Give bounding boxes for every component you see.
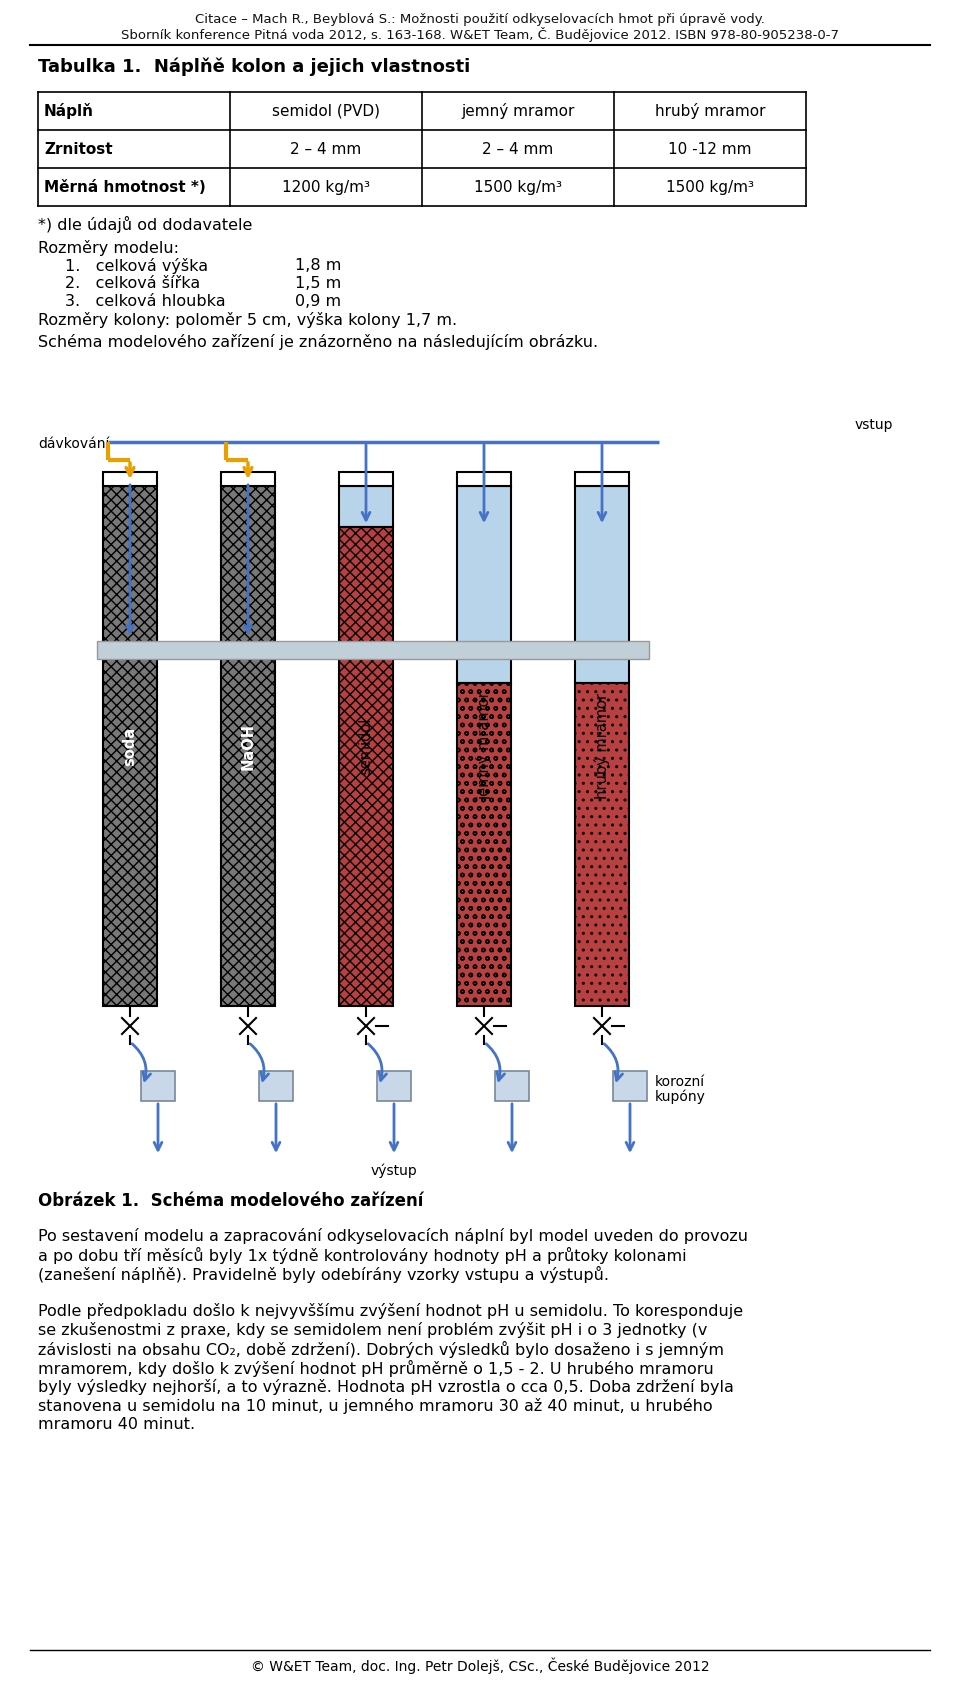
Text: semidol: semidol: [358, 717, 373, 775]
Bar: [457, 486, 511, 683]
Text: hrubý mramor: hrubý mramor: [655, 103, 765, 119]
Bar: [495, 1071, 529, 1102]
Text: vstup: vstup: [855, 419, 894, 432]
Text: jemný mramor: jemný mramor: [476, 691, 492, 801]
Text: mramorem, kdy došlo k zvýšení hodnot pH průměrně o 1,5 - 2. U hrubého mramoru: mramorem, kdy došlo k zvýšení hodnot pH …: [38, 1361, 713, 1378]
Bar: [339, 486, 393, 526]
Bar: [339, 526, 393, 1006]
Text: 1,5 m: 1,5 m: [295, 276, 341, 291]
Text: 2.   celková šířka: 2. celková šířka: [65, 276, 201, 291]
Text: Měrná hmotnost *): Měrná hmotnost *): [44, 180, 205, 195]
Text: kupóny: kupóny: [655, 1088, 706, 1103]
Text: 1.   celková výška: 1. celková výška: [65, 257, 208, 274]
Bar: [575, 473, 629, 486]
Text: hrubý mramor: hrubý mramor: [594, 693, 610, 799]
Text: Obrázek 1.  Schéma modelového zařízení: Obrázek 1. Schéma modelového zařízení: [38, 1193, 423, 1209]
Bar: [103, 473, 157, 486]
Bar: [221, 473, 275, 486]
Text: Náplň: Náplň: [44, 103, 94, 119]
Text: byly výsledky nejhorší, a to výrazně. Hodnota pH vzrostla o cca 0,5. Doba zdržen: byly výsledky nejhorší, a to výrazně. Ho…: [38, 1379, 733, 1394]
Text: 3.   celková hloubka: 3. celková hloubka: [65, 294, 226, 309]
Text: NaOH: NaOH: [241, 723, 255, 769]
Text: (zanešení náplňě). Pravidelně byly odebírány vzorky vstupu a výstupů.: (zanešení náplňě). Pravidelně byly odebí…: [38, 1267, 609, 1283]
Bar: [339, 473, 393, 486]
Text: 2 – 4 mm: 2 – 4 mm: [290, 141, 362, 156]
Text: Tabulka 1.  Náplňě kolon a jejich vlastnosti: Tabulka 1. Náplňě kolon a jejich vlastno…: [38, 57, 470, 76]
Bar: [221, 486, 275, 1006]
Bar: [457, 683, 511, 1006]
Text: dávkování: dávkování: [38, 437, 109, 451]
Text: soda: soda: [123, 727, 137, 765]
Text: 1200 kg/m³: 1200 kg/m³: [282, 180, 370, 195]
Text: korozní: korozní: [655, 1075, 706, 1088]
Text: 1500 kg/m³: 1500 kg/m³: [666, 180, 754, 195]
Bar: [457, 473, 511, 486]
Text: 0,9 m: 0,9 m: [295, 294, 341, 309]
Text: Schéma modelového zařízení je znázorněno na následujícím obrázku.: Schéma modelového zařízení je znázorněno…: [38, 335, 598, 350]
Text: 1,8 m: 1,8 m: [295, 257, 342, 272]
Bar: [141, 1071, 175, 1102]
Text: mramoru 40 minut.: mramoru 40 minut.: [38, 1416, 195, 1431]
Text: 2 – 4 mm: 2 – 4 mm: [482, 141, 554, 156]
Bar: [377, 1071, 411, 1102]
Text: jemný mramor: jemný mramor: [462, 103, 575, 119]
Bar: [575, 683, 629, 1006]
Text: Podle předpokladu došlo k nejvyvššímu zvýšení hodnot pH u semidolu. To korespond: Podle předpokladu došlo k nejvyvššímu zv…: [38, 1304, 743, 1319]
Text: výstup: výstup: [371, 1164, 418, 1179]
Text: Rozměry modelu:: Rozměry modelu:: [38, 241, 179, 256]
Text: stanovena u semidolu na 10 minut, u jemného mramoru 30 až 40 minut, u hrubého: stanovena u semidolu na 10 minut, u jemn…: [38, 1398, 712, 1415]
Text: 10 -12 mm: 10 -12 mm: [668, 141, 752, 156]
Text: Citace – Mach R., Beyblová S.: Možnosti použití odkyselovacích hmot při úpravě v: Citace – Mach R., Beyblová S.: Možnosti …: [195, 13, 765, 25]
Text: Zrnitost: Zrnitost: [44, 141, 112, 156]
Text: Po sestavení modelu a zapracování odkyselovacích náplní byl model uveden do prov: Po sestavení modelu a zapracování odkyse…: [38, 1228, 748, 1245]
Text: se zkušenostmi z praxe, kdy se semidolem není problém zvýšit pH i o 3 jednotky (: se zkušenostmi z praxe, kdy se semidolem…: [38, 1322, 708, 1337]
Text: Rozměry kolony: poloměr 5 cm, výška kolony 1,7 m.: Rozměry kolony: poloměr 5 cm, výška kolo…: [38, 311, 457, 328]
Bar: [97, 641, 649, 659]
Text: a po dobu tří měsíců byly 1x týdně kontrolovány hodnoty pH a průtoky kolonami: a po dobu tří měsíců byly 1x týdně kontr…: [38, 1246, 686, 1263]
Bar: [613, 1071, 647, 1102]
Bar: [259, 1071, 293, 1102]
Bar: [575, 486, 629, 683]
Text: závislosti na obsahu CO₂, době zdržení). Dobrých výsledků bylo dosaženo i s jemn: závislosti na obsahu CO₂, době zdržení).…: [38, 1341, 724, 1357]
Text: 1500 kg/m³: 1500 kg/m³: [474, 180, 562, 195]
Bar: [103, 486, 157, 1006]
Text: © W&ET Team, doc. Ing. Petr Dolejš, CSc., České Budějovice 2012: © W&ET Team, doc. Ing. Petr Dolejš, CSc.…: [251, 1658, 709, 1675]
Text: *) dle údajů od dodavatele: *) dle údajů od dodavatele: [38, 215, 252, 234]
Text: Sborník konference Pitná voda 2012, s. 163-168. W&ET Team, Č. Budějovice 2012. I: Sborník konference Pitná voda 2012, s. 1…: [121, 27, 839, 42]
Text: semidol (PVD): semidol (PVD): [272, 104, 380, 118]
